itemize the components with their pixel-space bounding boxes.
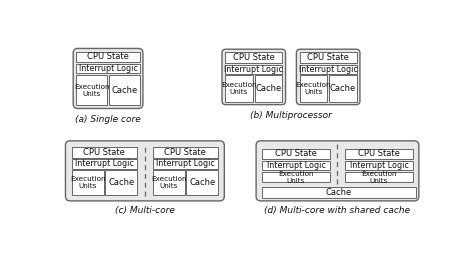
Text: Execution
Units: Execution Units — [278, 170, 314, 184]
Bar — [225, 65, 283, 74]
FancyBboxPatch shape — [256, 141, 419, 201]
Text: Interrupt Logic: Interrupt Logic — [156, 159, 215, 168]
Bar — [300, 52, 357, 63]
Bar — [329, 75, 357, 102]
Bar — [153, 170, 184, 195]
Bar — [76, 64, 140, 73]
Text: CPU State: CPU State — [275, 150, 317, 158]
Bar — [225, 52, 283, 63]
Text: (c) Multi-core: (c) Multi-core — [115, 206, 175, 215]
Bar — [262, 172, 330, 183]
Text: Execution
Units: Execution Units — [74, 83, 109, 97]
Text: Execution
Units: Execution Units — [361, 170, 397, 184]
Text: Cache: Cache — [255, 84, 282, 93]
Text: Interrupt Logic: Interrupt Logic — [79, 64, 137, 73]
Bar — [345, 161, 413, 170]
Bar — [345, 148, 413, 159]
FancyBboxPatch shape — [222, 49, 285, 105]
Text: (d) Multi-core with shared cache: (d) Multi-core with shared cache — [264, 206, 410, 215]
Text: Execution
Units: Execution Units — [70, 176, 105, 189]
Bar — [72, 170, 104, 195]
Text: Interrupt Logic: Interrupt Logic — [299, 65, 357, 74]
Text: (a) Single core: (a) Single core — [75, 115, 141, 124]
Bar — [76, 51, 140, 62]
Text: Cache: Cache — [330, 84, 356, 93]
Text: Cache: Cache — [111, 86, 137, 94]
FancyBboxPatch shape — [296, 49, 360, 105]
Bar — [153, 159, 218, 168]
Bar — [72, 147, 137, 158]
Bar — [153, 147, 218, 158]
Bar — [300, 65, 357, 74]
Bar — [109, 74, 140, 105]
Bar — [186, 170, 218, 195]
Text: Execution
Units: Execution Units — [151, 176, 186, 189]
Text: CPU State: CPU State — [233, 53, 275, 62]
Text: CPU State: CPU State — [87, 52, 129, 61]
Bar — [262, 187, 416, 198]
Text: Interrupt Logic: Interrupt Logic — [224, 65, 283, 74]
Text: (b) Multiprocessor: (b) Multiprocessor — [250, 111, 332, 120]
Text: CPU State: CPU State — [307, 53, 349, 62]
Bar — [262, 161, 330, 170]
Text: CPU State: CPU State — [164, 148, 206, 157]
Text: Cache: Cache — [189, 178, 215, 187]
Text: Execution
Units: Execution Units — [221, 82, 257, 95]
Text: Interrupt Logic: Interrupt Logic — [349, 161, 409, 170]
Bar — [225, 75, 253, 102]
Bar — [262, 148, 330, 159]
Text: Cache: Cache — [108, 178, 134, 187]
Text: Execution
Units: Execution Units — [296, 82, 331, 95]
Bar — [345, 172, 413, 183]
Bar — [76, 74, 107, 105]
Bar — [300, 75, 328, 102]
FancyBboxPatch shape — [65, 141, 224, 201]
FancyBboxPatch shape — [73, 48, 143, 109]
Bar — [105, 170, 137, 195]
Text: Interrupt Logic: Interrupt Logic — [75, 159, 134, 168]
Text: CPU State: CPU State — [358, 150, 400, 158]
Bar — [255, 75, 283, 102]
Text: Cache: Cache — [326, 188, 352, 197]
Text: Interrupt Logic: Interrupt Logic — [266, 161, 326, 170]
Text: CPU State: CPU State — [83, 148, 125, 157]
Bar — [72, 159, 137, 168]
